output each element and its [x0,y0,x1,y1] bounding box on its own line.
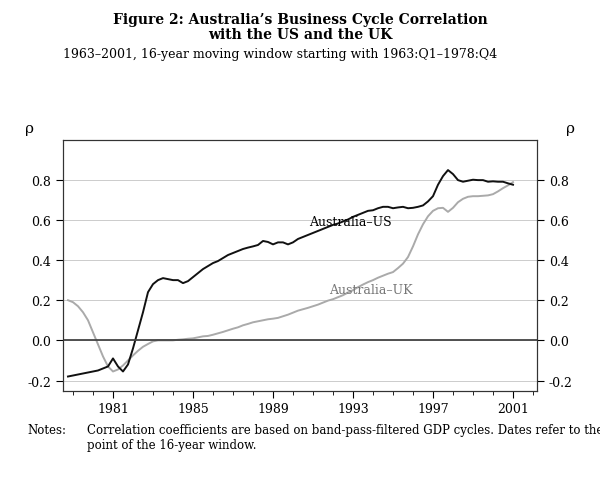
Text: Australia–US: Australia–US [309,215,392,228]
Text: Australia–UK: Australia–UK [329,284,413,297]
Text: with the US and the UK: with the US and the UK [208,28,392,42]
Text: Correlation coefficients are based on band-pass-filtered GDP cycles. Dates refer: Correlation coefficients are based on ba… [87,423,600,451]
Text: Notes:: Notes: [27,423,66,436]
Text: Figure 2: Australia’s Business Cycle Correlation: Figure 2: Australia’s Business Cycle Cor… [113,13,487,27]
Text: 1963–2001, 16-year moving window starting with 1963:Q1–1978:Q4: 1963–2001, 16-year moving window startin… [63,48,497,61]
Text: ρ: ρ [566,121,575,135]
Text: ρ: ρ [25,121,34,135]
